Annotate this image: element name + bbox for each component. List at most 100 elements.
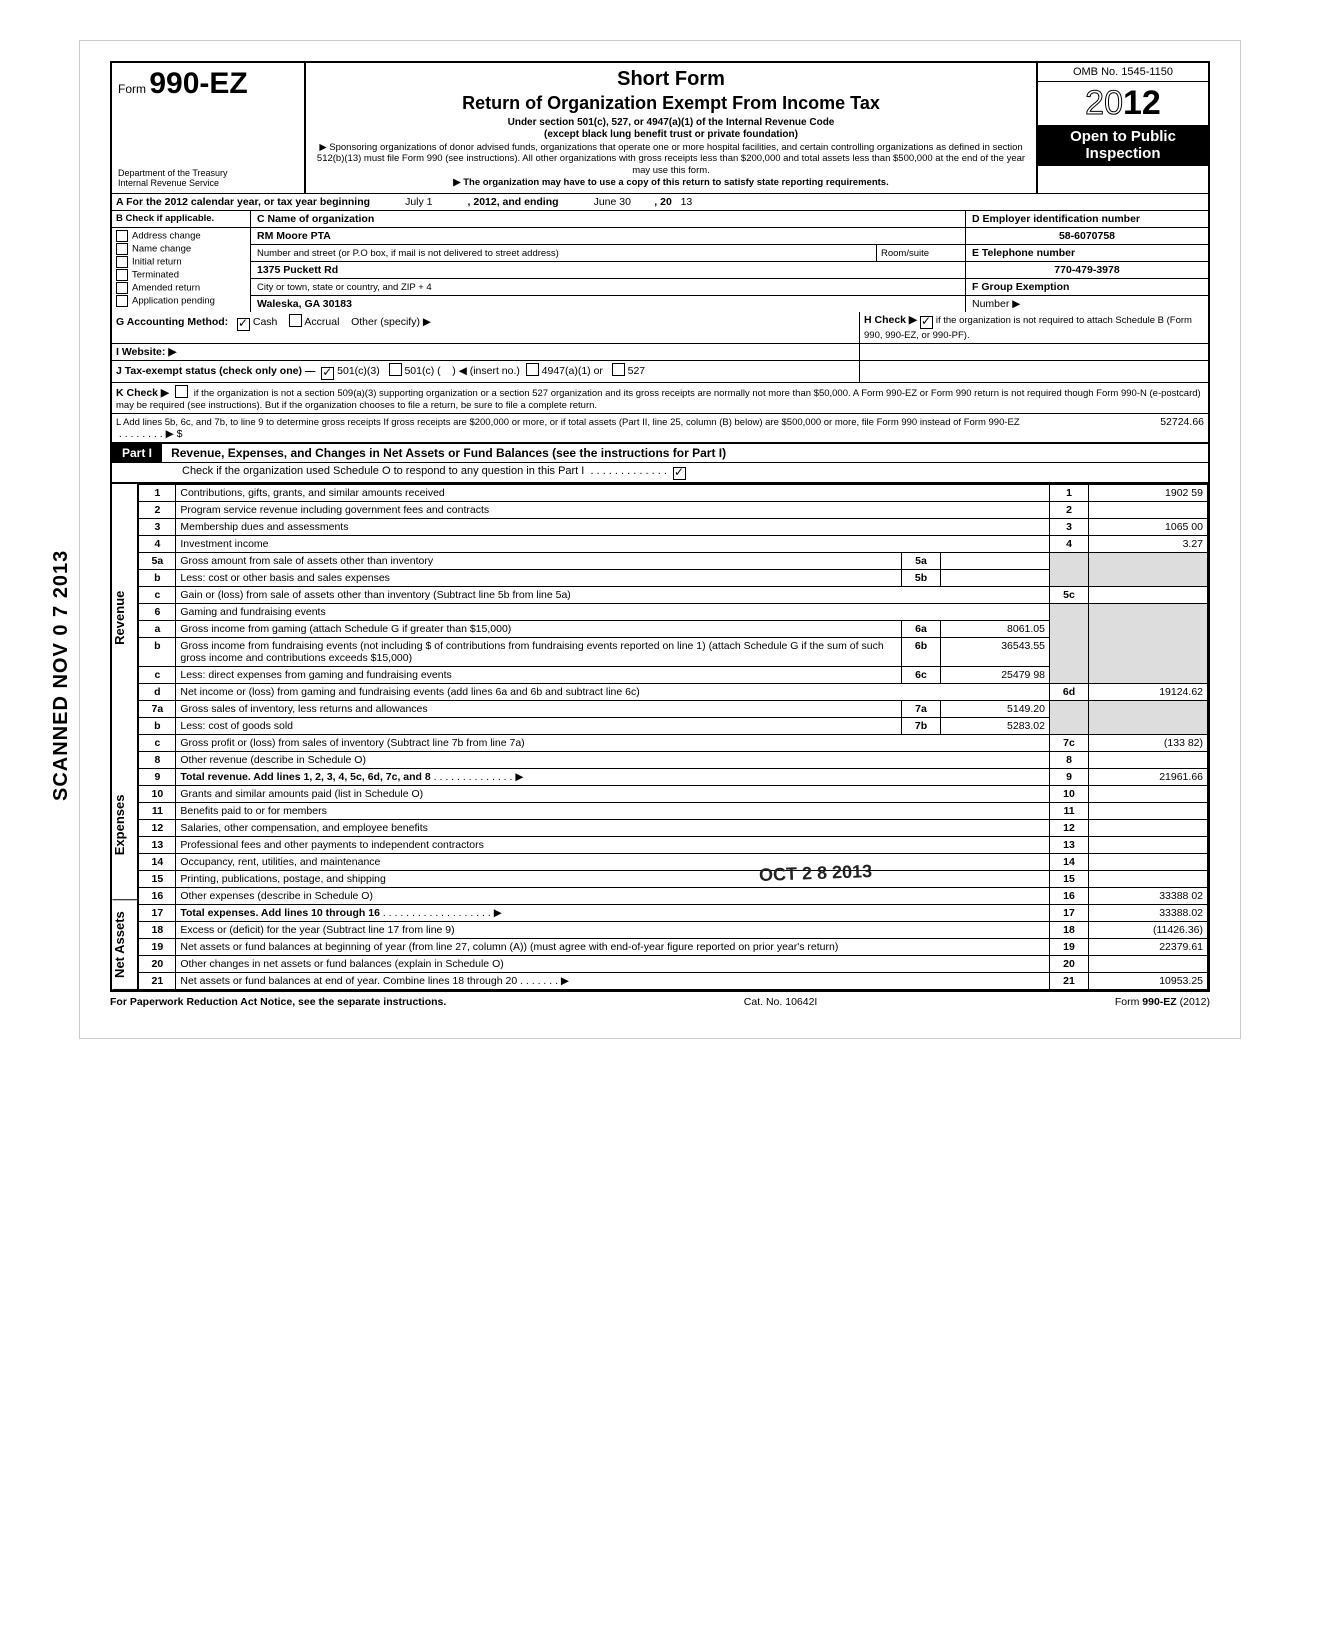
a2	[1089, 502, 1208, 519]
org-name: RM Moore PTA	[251, 228, 965, 244]
label-revenue: Revenue	[112, 484, 137, 751]
line-a: A For the 2012 calendar year, or tax yea…	[112, 194, 1208, 210]
check-pending[interactable]	[116, 295, 128, 307]
b13: 13	[1050, 837, 1089, 854]
year-bold: 12	[1123, 84, 1161, 122]
j-c: 501(c) (	[404, 365, 440, 377]
b-item-4: Amended return	[132, 282, 200, 293]
open2: Inspection	[1038, 146, 1208, 163]
d7c: Gross profit or (loss) from sales of inv…	[176, 735, 1050, 752]
n21: 21	[139, 973, 176, 990]
room-label: Room/suite	[876, 245, 965, 261]
n6a: a	[139, 621, 176, 638]
check-k[interactable]	[175, 385, 188, 398]
l-text: L Add lines 5b, 6c, and 7b, to line 9 to…	[116, 417, 1020, 428]
n4: 4	[139, 536, 176, 553]
a15	[1089, 871, 1208, 888]
j-label: J Tax-exempt status (check only one) —	[116, 365, 315, 377]
check-h[interactable]	[920, 316, 933, 329]
d1: Contributions, gifts, grants, and simila…	[176, 485, 1050, 502]
check-address[interactable]	[116, 230, 128, 242]
open1: Open to Public	[1038, 129, 1208, 146]
sa7b: 5283.02	[941, 718, 1050, 735]
table-row: 3Membership dues and assessments31065 00	[139, 519, 1208, 536]
a7c: (133 82)	[1089, 735, 1208, 752]
a8	[1089, 752, 1208, 769]
b-item-0: Address change	[132, 231, 201, 242]
a21: 10953.25	[1089, 973, 1208, 990]
b-items: Address change Name change Initial retur…	[112, 228, 251, 312]
check-cash[interactable]	[237, 318, 250, 331]
d20: Other changes in net assets or fund bala…	[176, 956, 1050, 973]
check-name[interactable]	[116, 243, 128, 255]
check-527[interactable]	[612, 363, 625, 376]
ein-val: 58-6070758	[1059, 230, 1115, 242]
b12: 12	[1050, 820, 1089, 837]
grey6	[1050, 604, 1089, 684]
sub3: ▶ Sponsoring organizations of donor advi…	[312, 142, 1030, 178]
sa6a: 8061.05	[941, 621, 1050, 638]
b16: 16	[1050, 888, 1089, 905]
n18: 18	[139, 922, 176, 939]
g-other: Other (specify) ▶	[351, 316, 431, 328]
grey7a	[1089, 701, 1208, 735]
b-item-3: Terminated	[132, 269, 179, 280]
d2: Program service revenue including govern…	[176, 502, 1050, 519]
d18: Excess or (deficit) for the year (Subtra…	[176, 922, 1050, 939]
d10: Grants and similar amounts paid (list in…	[176, 786, 1050, 803]
a13	[1089, 837, 1208, 854]
table-row: bLess: cost or other basis and sales exp…	[139, 570, 1208, 587]
check-initial[interactable]	[116, 256, 128, 268]
a1: 1902 59	[1089, 485, 1208, 502]
b10: 10	[1050, 786, 1089, 803]
b-title: B Check if applicable.	[116, 213, 214, 224]
n7b: b	[139, 718, 176, 735]
check-4947[interactable]	[526, 363, 539, 376]
d5a: Gross amount from sale of assets other t…	[176, 553, 902, 570]
check-501c[interactable]	[389, 363, 402, 376]
n9: 9	[139, 769, 176, 786]
sb7a: 7a	[902, 701, 941, 718]
table-row: 21Net assets or fund balances at end of …	[139, 973, 1208, 990]
footer-mid: Cat. No. 10642I	[744, 996, 818, 1008]
check-amended[interactable]	[116, 282, 128, 294]
table-row: 18Excess or (deficit) for the year (Subt…	[139, 922, 1208, 939]
sb6a: 6a	[902, 621, 941, 638]
line-h3	[859, 361, 1208, 382]
n6: 6	[139, 604, 176, 621]
d6b: Gross income from fundraising events (no…	[176, 638, 902, 667]
d17: Total expenses. Add lines 10 through 16 …	[176, 905, 1050, 922]
d4: Investment income	[176, 536, 1050, 553]
f-label: F Group Exemption	[965, 279, 1208, 295]
a3: 1065 00	[1089, 519, 1208, 536]
dept: Department of the Treasury Internal Reve…	[118, 169, 298, 189]
form-number: Form 990-EZ	[118, 67, 298, 101]
e-label-text: E Telephone number	[972, 247, 1075, 259]
table-row: dNet income or (loss) from gaming and fu…	[139, 684, 1208, 701]
sb5a: 5a	[902, 553, 941, 570]
line-a-mid: , 2012, and ending	[468, 196, 559, 208]
sa7a: 5149.20	[941, 701, 1050, 718]
phone: 770-479-3978	[965, 262, 1208, 278]
d6: Gaming and fundraising events	[176, 604, 1050, 621]
phone-val: 770-479-3978	[1054, 264, 1119, 276]
b8: 8	[1050, 752, 1089, 769]
city: Waleska, GA 30183	[251, 296, 965, 312]
header-right: OMB No. 1545-1150 2012 Open to Public In…	[1036, 63, 1208, 193]
n12: 12	[139, 820, 176, 837]
table-row: 1Contributions, gifts, grants, and simil…	[139, 485, 1208, 502]
check-accrual[interactable]	[289, 314, 302, 327]
a4: 3.27	[1089, 536, 1208, 553]
table-row: aGross income from gaming (attach Schedu…	[139, 621, 1208, 638]
check-part1-o[interactable]	[673, 467, 686, 480]
form-page: SCANNED NOV 0 7 2013 Form 990-EZ Departm…	[79, 40, 1241, 1039]
check-terminated[interactable]	[116, 269, 128, 281]
n7c: c	[139, 735, 176, 752]
a16: 33388 02	[1089, 888, 1208, 905]
check-501c3[interactable]	[321, 367, 334, 380]
d6c: Less: direct expenses from gaming and fu…	[176, 667, 902, 684]
table-row: 19Net assets or fund balances at beginni…	[139, 939, 1208, 956]
a9: 21961.66	[1089, 769, 1208, 786]
sub4: ▶ The organization may have to use a cop…	[453, 177, 888, 188]
b21: 21	[1050, 973, 1089, 990]
